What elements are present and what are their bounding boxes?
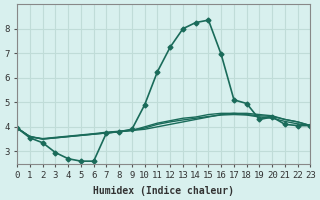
X-axis label: Humidex (Indice chaleur): Humidex (Indice chaleur) xyxy=(93,186,234,196)
